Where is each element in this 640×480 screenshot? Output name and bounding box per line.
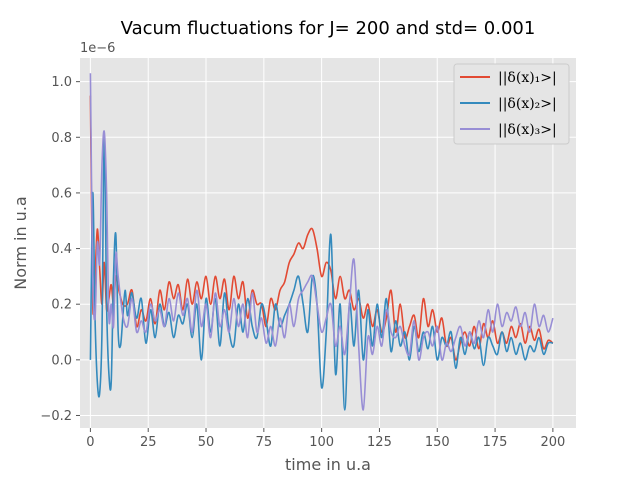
series-line-1 [89,95,554,361]
series-lines [89,73,554,411]
x-tick-label: 50 [198,435,215,450]
x-tick-label: 200 [540,435,565,450]
y-tick-label: 1.0 [51,75,72,90]
y-tick-label: 0.8 [51,131,72,146]
legend: ||δ(x)₁>| ||δ(x)₂>| ||δ(x)₃>| [453,63,570,145]
y-tick-label: 0.2 [51,298,72,313]
x-tick-label: 75 [256,435,273,450]
x-tick-label: 25 [140,435,157,450]
y-axis-label: Norm in u.a [11,196,30,289]
legend-label-series-3: ||δ(x)₃>| [498,122,557,138]
x-tick-label: 175 [483,435,508,450]
y-tick-label: 0.6 [51,186,72,201]
x-axis-label: time in u.a [285,455,371,474]
x-tick-label: 0 [86,435,94,450]
y-tick-label: −0.2 [40,409,72,424]
legend-label-series-2: ||δ(x)₂>| [498,96,557,112]
series-line-3 [89,73,554,411]
legend-label-series-1: ||δ(x)₁>| [498,70,557,86]
y-offset-label: 1e−6 [80,41,115,56]
legend-frame [453,63,570,145]
chart-title: Vacum fluctuations for J= 200 and std= 0… [121,18,536,39]
y-tick-label: 0.4 [51,242,72,257]
series-line-2 [89,136,554,411]
x-tick-label: 100 [309,435,334,450]
ticks: 0 25 50 75 100 125 150 175 200 −0.2 0.0 0.2 0.4 0.6 0.… [40,75,565,450]
x-tick-label: 125 [367,435,392,450]
y-tick-label: 0.0 [51,353,72,368]
x-tick-label: 150 [425,435,450,450]
